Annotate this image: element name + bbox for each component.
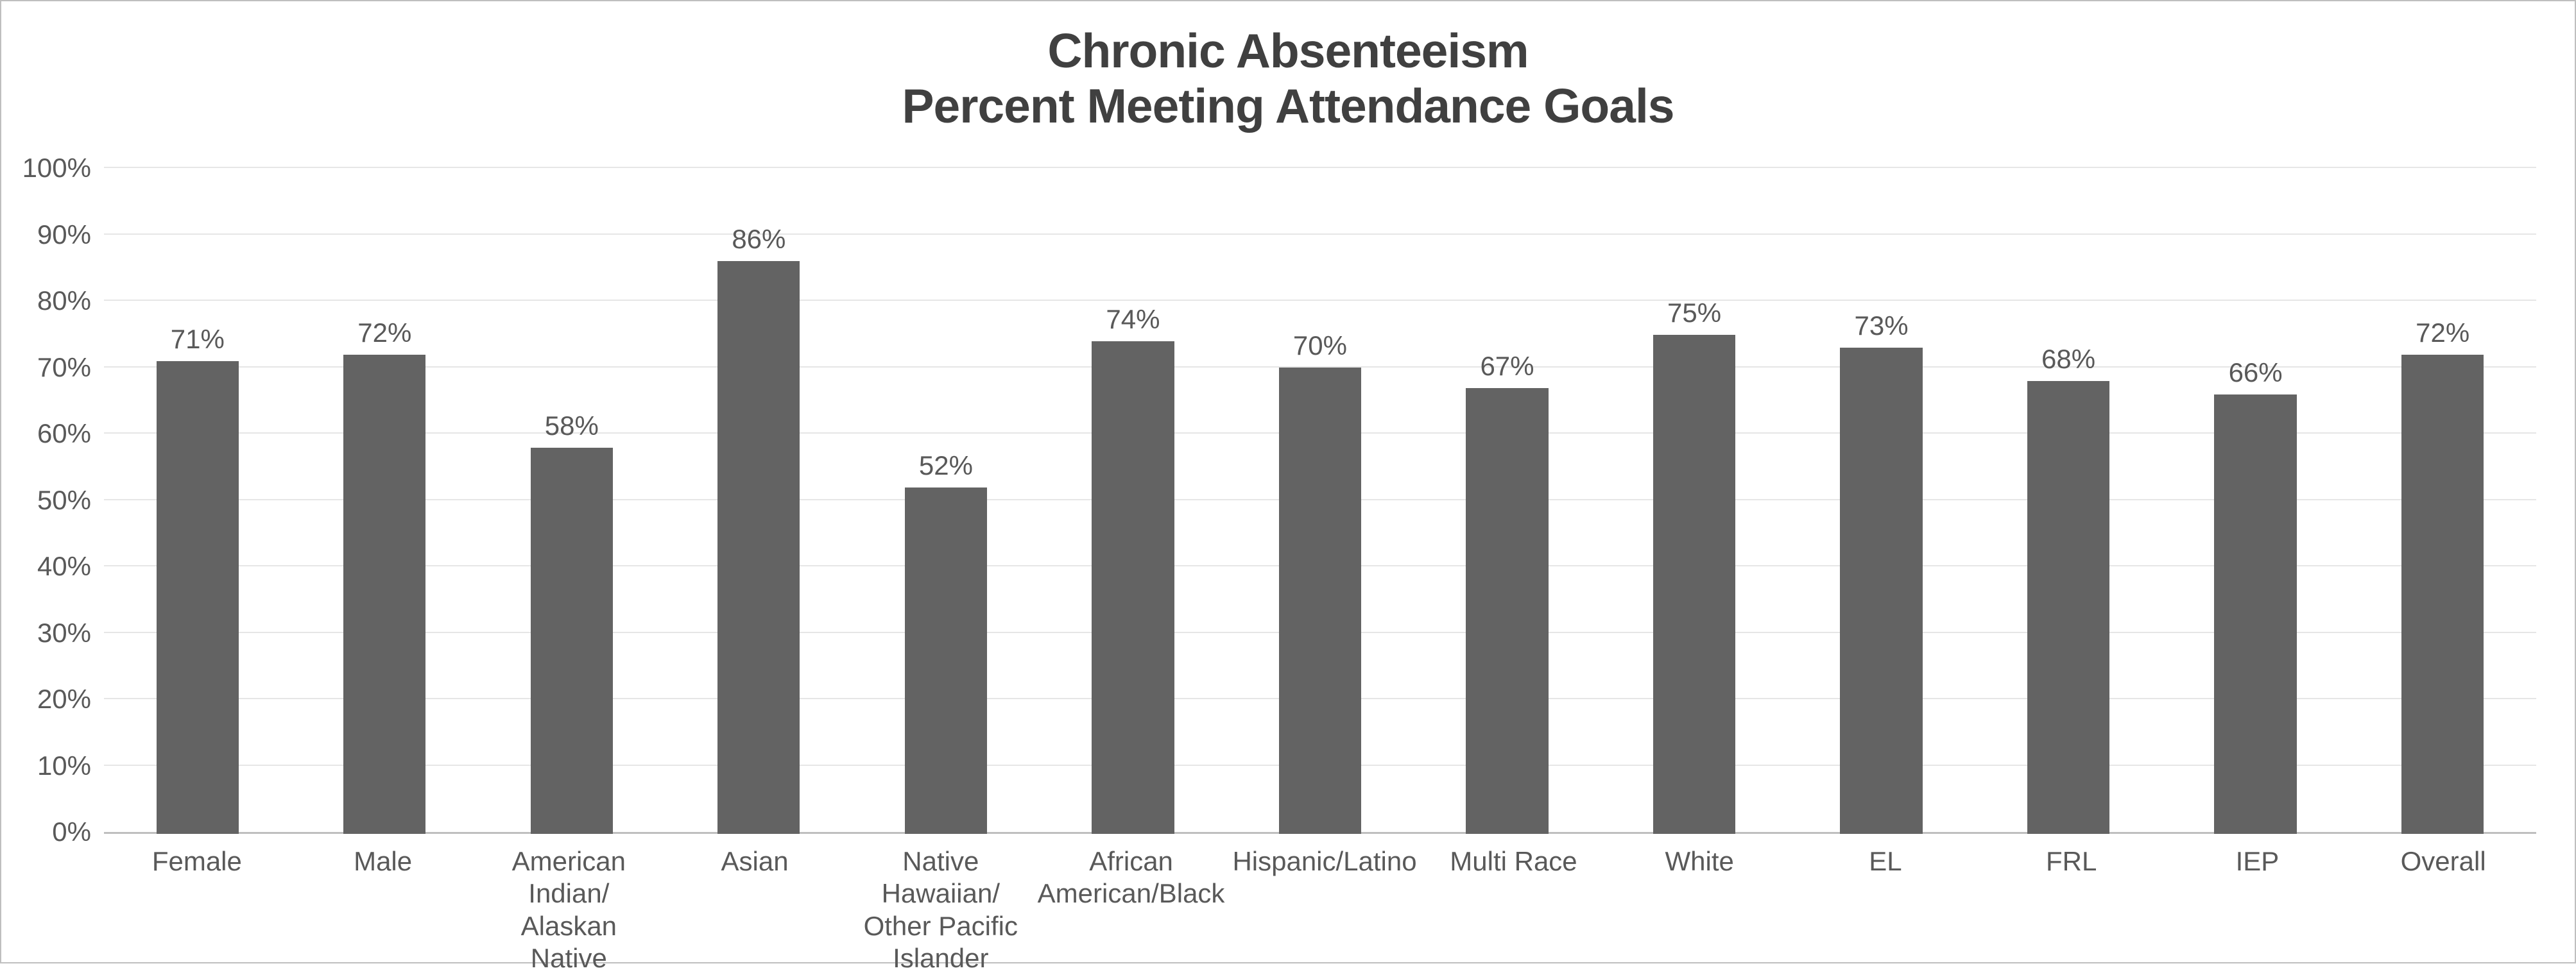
x-tick-label: Native Hawaiian/Other PacificIslander [848, 845, 1034, 975]
bar [1653, 335, 1735, 835]
chart-frame: Chronic Absenteeism Percent Meeting Atte… [0, 0, 2576, 963]
y-tick-label: 80% [14, 285, 91, 316]
bar [343, 355, 425, 834]
x-tick-label: IEP [2165, 845, 2351, 975]
plot-area: 0%10%20%30%40%50%60%70%80%90%100% 71%72%… [104, 168, 2536, 834]
bar [1466, 388, 1548, 834]
y-tick-label: 0% [14, 817, 91, 847]
bar-value-label: 72% [291, 318, 479, 348]
x-axis-labels: FemaleMaleAmerican Indian/Alaskan Native… [104, 845, 2536, 975]
x-tick-label: Asian [662, 845, 848, 975]
x-tick-label: American Indian/Alaskan Native [476, 845, 662, 975]
x-tick-label: Hispanic/Latino [1228, 845, 1420, 975]
y-tick-label: 50% [14, 485, 91, 516]
bar-value-label: 66% [2162, 357, 2349, 388]
x-tick-label: FRL [1979, 845, 2165, 975]
y-tick-label: 20% [14, 684, 91, 715]
bar-slot: 68% [1975, 168, 2162, 834]
bar [1840, 348, 1922, 834]
bar [157, 361, 239, 834]
bar [717, 261, 800, 834]
x-tick-label: Multi Race [1421, 845, 1607, 975]
bar [2027, 381, 2109, 834]
bar-value-label: 68% [1975, 344, 2162, 375]
bar-slot: 75% [1601, 168, 1788, 834]
x-tick-label: EL [1792, 845, 1979, 975]
bar [531, 448, 613, 834]
bar-slot: 86% [665, 168, 853, 834]
bar [2401, 355, 2484, 834]
y-tick-label: 30% [14, 618, 91, 649]
bars-row: 71%72%58%86%52%74%70%67%75%73%68%66%72% [104, 168, 2536, 834]
x-tick-label: Overall [2350, 845, 2536, 975]
bar-value-label: 67% [1414, 351, 1601, 382]
bar-value-label: 70% [1226, 330, 1414, 361]
chart-title: Chronic Absenteeism Percent Meeting Atte… [1, 1, 2575, 134]
bar [905, 488, 987, 834]
title-line-2: Percent Meeting Attendance Goals [1, 78, 2575, 133]
bar-value-label: 75% [1601, 298, 1788, 328]
bar-slot: 58% [478, 168, 665, 834]
y-tick-label: 100% [14, 153, 91, 183]
bar-slot: 73% [1788, 168, 1975, 834]
bar-slot: 67% [1414, 168, 1601, 834]
y-tick-label: 60% [14, 418, 91, 449]
x-tick-label: White [1606, 845, 1792, 975]
bar-slot: 52% [852, 168, 1040, 834]
bar-value-label: 74% [1040, 304, 1227, 335]
bar-slot: 74% [1040, 168, 1227, 834]
y-tick-label: 10% [14, 750, 91, 781]
bar-slot: 71% [104, 168, 291, 834]
y-tick-label: 40% [14, 551, 91, 582]
bar-value-label: 58% [478, 411, 665, 441]
bar [1092, 341, 1174, 834]
bar-slot: 70% [1226, 168, 1414, 834]
bar-value-label: 86% [665, 224, 853, 255]
bar-slot: 72% [291, 168, 479, 834]
bar [1279, 368, 1361, 834]
title-line-1: Chronic Absenteeism [1, 23, 2575, 78]
bar [2214, 394, 2296, 834]
x-tick-label: AfricanAmerican/Black [1034, 845, 1229, 975]
x-tick-label: Male [290, 845, 476, 975]
bar-value-label: 73% [1788, 310, 1975, 341]
bar-value-label: 52% [852, 450, 1040, 481]
bar-value-label: 72% [2349, 318, 2536, 348]
y-tick-label: 90% [14, 219, 91, 250]
bar-slot: 66% [2162, 168, 2349, 834]
x-tick-label: Female [104, 845, 290, 975]
y-tick-label: 70% [14, 352, 91, 383]
bar-value-label: 71% [104, 324, 291, 355]
bar-slot: 72% [2349, 168, 2536, 834]
